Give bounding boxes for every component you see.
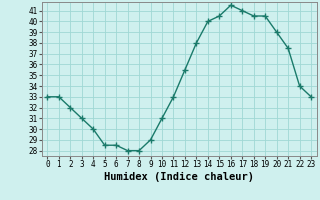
X-axis label: Humidex (Indice chaleur): Humidex (Indice chaleur) xyxy=(104,172,254,182)
